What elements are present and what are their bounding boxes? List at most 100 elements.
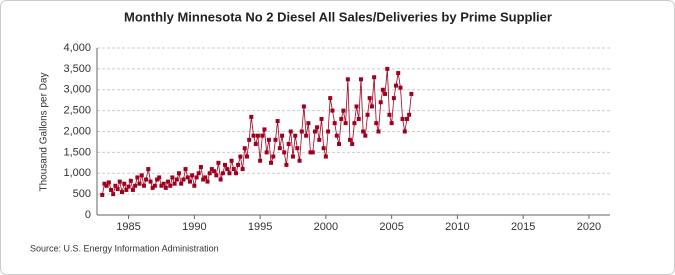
data-point bbox=[367, 96, 372, 101]
data-point bbox=[247, 137, 252, 142]
x-tick-label: 2000 bbox=[314, 221, 338, 233]
data-point bbox=[363, 133, 368, 138]
data-point bbox=[227, 171, 232, 176]
data-point bbox=[139, 173, 144, 178]
data-point bbox=[119, 190, 124, 195]
data-point bbox=[249, 114, 254, 119]
data-point bbox=[306, 121, 311, 126]
data-point bbox=[152, 183, 157, 188]
data-point bbox=[104, 183, 109, 188]
data-point bbox=[290, 154, 295, 159]
data-point bbox=[115, 187, 120, 192]
x-tick-label: 2020 bbox=[577, 221, 601, 233]
data-point bbox=[141, 183, 146, 188]
data-point bbox=[402, 129, 407, 134]
data-point bbox=[376, 129, 381, 134]
data-point bbox=[299, 129, 304, 134]
data-point bbox=[183, 167, 188, 172]
data-point bbox=[264, 150, 269, 155]
data-point bbox=[179, 181, 184, 186]
data-point bbox=[323, 154, 328, 159]
data-point bbox=[275, 119, 280, 124]
data-point bbox=[372, 75, 377, 80]
data-point bbox=[242, 146, 247, 151]
data-point bbox=[253, 142, 258, 147]
data-point bbox=[260, 133, 265, 138]
data-point bbox=[220, 171, 225, 176]
data-point bbox=[405, 116, 410, 121]
data-point bbox=[234, 171, 239, 176]
y-tick-label: 4,000 bbox=[63, 42, 91, 54]
data-point bbox=[168, 183, 173, 188]
y-tick-label: 0 bbox=[85, 209, 91, 221]
data-point bbox=[407, 112, 412, 117]
data-point bbox=[218, 177, 223, 182]
data-point bbox=[255, 133, 260, 138]
data-point bbox=[130, 187, 135, 192]
data-point bbox=[238, 154, 243, 159]
data-point bbox=[315, 125, 320, 130]
data-point bbox=[240, 167, 245, 172]
data-point bbox=[187, 179, 192, 184]
data-point bbox=[159, 183, 164, 188]
x-tick-label: 2010 bbox=[445, 221, 469, 233]
data-point bbox=[190, 173, 195, 178]
data-point bbox=[286, 142, 291, 147]
data-point bbox=[216, 160, 221, 165]
data-point bbox=[297, 158, 302, 163]
y-tick-label: 3,500 bbox=[63, 63, 91, 75]
data-point bbox=[109, 187, 114, 192]
data-point bbox=[356, 116, 361, 121]
data-point bbox=[385, 66, 390, 71]
data-point bbox=[339, 116, 344, 121]
data-point bbox=[352, 121, 357, 126]
data-point bbox=[251, 133, 256, 138]
data-point bbox=[209, 167, 214, 172]
data-point bbox=[222, 162, 227, 167]
data-point bbox=[166, 179, 171, 184]
data-point bbox=[236, 162, 241, 167]
data-point bbox=[148, 179, 153, 184]
y-axis-label: Thousand Gallons per Day bbox=[39, 73, 50, 192]
x-tick-label: 2005 bbox=[379, 221, 403, 233]
data-point bbox=[304, 133, 309, 138]
x-tick-label: 1985 bbox=[116, 221, 140, 233]
data-point bbox=[155, 177, 160, 182]
data-point bbox=[231, 167, 236, 172]
data-point bbox=[409, 91, 414, 96]
data-point bbox=[387, 112, 392, 117]
data-point bbox=[391, 96, 396, 101]
data-point bbox=[128, 178, 133, 183]
data-point bbox=[389, 121, 394, 126]
data-point bbox=[345, 77, 350, 82]
data-point bbox=[341, 108, 346, 113]
data-point bbox=[117, 179, 122, 184]
data-point bbox=[334, 133, 339, 138]
data-point bbox=[185, 175, 190, 180]
data-point bbox=[122, 181, 127, 186]
data-point bbox=[269, 160, 274, 165]
data-point bbox=[350, 142, 355, 147]
data-point bbox=[273, 137, 278, 142]
data-point bbox=[176, 171, 181, 176]
data-point bbox=[181, 177, 186, 182]
data-point bbox=[332, 121, 337, 126]
data-point bbox=[321, 146, 326, 151]
chart-title: Monthly Minnesota No 2 Diesel All Sales/… bbox=[124, 9, 552, 24]
data-point bbox=[229, 158, 234, 163]
data-point bbox=[369, 104, 374, 109]
y-tick-label: 3,000 bbox=[63, 84, 91, 96]
data-point bbox=[137, 181, 142, 186]
x-tick-label: 1990 bbox=[182, 221, 206, 233]
data-point bbox=[225, 167, 230, 172]
data-point bbox=[111, 192, 116, 197]
data-point bbox=[205, 179, 210, 184]
data-point bbox=[266, 137, 271, 142]
data-point bbox=[100, 192, 105, 197]
data-point bbox=[150, 185, 155, 190]
data-point bbox=[396, 71, 401, 76]
data-point bbox=[337, 142, 342, 147]
data-point bbox=[398, 85, 403, 90]
